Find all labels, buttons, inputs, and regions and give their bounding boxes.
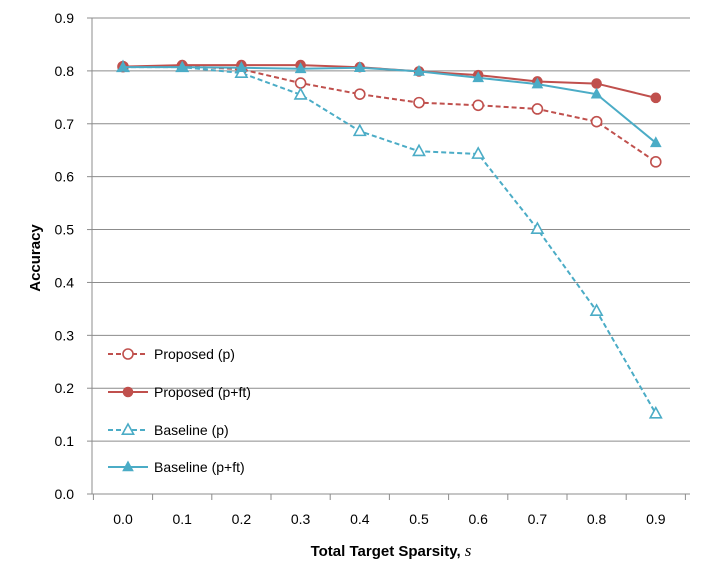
data-point bbox=[176, 60, 189, 72]
x-tick-label: 0.7 bbox=[528, 511, 548, 527]
x-tick-label: 0.5 bbox=[409, 511, 429, 527]
legend-label: Baseline (p) bbox=[154, 422, 229, 438]
data-point bbox=[531, 103, 544, 115]
series-line bbox=[123, 66, 657, 415]
x-tick-label: 0.9 bbox=[646, 511, 666, 527]
data-point bbox=[472, 99, 485, 112]
data-point bbox=[353, 88, 366, 100]
series-lines bbox=[116, 59, 663, 419]
data-point bbox=[122, 386, 134, 398]
y-tick-label: 0.7 bbox=[55, 116, 75, 132]
y-tick-label: 0.5 bbox=[55, 222, 75, 238]
y-tick-label: 0.4 bbox=[55, 274, 75, 290]
x-axis-title-text: Total Target Sparsity, bbox=[311, 543, 465, 560]
x-axis-title-symbol: s bbox=[465, 541, 472, 560]
x-tick-label: 0.3 bbox=[291, 511, 311, 527]
data-point bbox=[649, 136, 662, 148]
data-point bbox=[293, 87, 308, 100]
x-tick-label: 0.6 bbox=[468, 511, 488, 527]
data-point bbox=[589, 303, 604, 317]
data-point bbox=[650, 92, 662, 104]
axes bbox=[87, 17, 690, 500]
x-tick-label: 0.2 bbox=[232, 511, 252, 527]
y-tick-label: 0.3 bbox=[55, 327, 75, 343]
data-point bbox=[122, 460, 134, 472]
series-proposed-p bbox=[117, 60, 662, 168]
x-tick-label: 0.4 bbox=[350, 511, 370, 527]
data-point bbox=[591, 78, 602, 89]
data-point bbox=[648, 405, 663, 419]
data-point bbox=[413, 64, 425, 76]
data-point bbox=[471, 146, 486, 159]
data-point bbox=[530, 221, 545, 235]
x-axis-title: Total Target Sparsity, s bbox=[311, 541, 472, 560]
data-point bbox=[413, 96, 425, 109]
data-point bbox=[121, 422, 135, 436]
series-baseline-p bbox=[116, 59, 663, 419]
data-point bbox=[234, 65, 249, 79]
y-tick-label: 0.1 bbox=[55, 433, 75, 449]
data-point bbox=[117, 60, 129, 72]
y-tick-label: 0.6 bbox=[55, 169, 75, 185]
legend-entry: Proposed (p+ft) bbox=[108, 384, 251, 400]
y-tick-label: 0.2 bbox=[55, 380, 75, 396]
data-point bbox=[294, 77, 307, 89]
legend-label: Proposed (p+ft) bbox=[154, 384, 251, 400]
data-point bbox=[294, 62, 307, 74]
data-point bbox=[590, 87, 603, 99]
legend: Proposed (p) Proposed (p+ft) Baseline (p) B… bbox=[108, 346, 251, 475]
legend-entry: Proposed (p) bbox=[108, 346, 235, 362]
series-baseline-p-ft bbox=[117, 60, 662, 148]
data-point bbox=[531, 77, 544, 89]
y-tick-label: 0.9 bbox=[55, 10, 75, 26]
data-point bbox=[352, 123, 367, 137]
series-line bbox=[123, 66, 657, 144]
data-point bbox=[472, 71, 485, 83]
y-tick-label: 0.8 bbox=[55, 63, 75, 79]
gridlines bbox=[92, 17, 690, 442]
data-point bbox=[412, 143, 426, 157]
legend-label: Proposed (p) bbox=[154, 346, 235, 362]
y-axis-title: Accuracy bbox=[27, 224, 44, 292]
x-tick-label: 0.0 bbox=[113, 511, 133, 527]
series-line bbox=[122, 65, 657, 163]
x-tick-label: 0.1 bbox=[172, 511, 192, 527]
x-tick-label: 0.8 bbox=[587, 511, 607, 527]
data-point bbox=[590, 115, 603, 128]
data-point bbox=[353, 61, 366, 73]
data-point bbox=[235, 61, 248, 73]
tick-labels: 0.0 0.1 0.2 0.3 0.4 0.5 0.6 0.7 0.8 0.9 0.0 0.1 0.2 0… bbox=[55, 10, 666, 527]
data-point bbox=[649, 156, 662, 168]
legend-label: Baseline (p+ft) bbox=[154, 459, 245, 475]
legend-entry: Baseline (p+ft) bbox=[108, 459, 245, 475]
data-point bbox=[122, 348, 134, 360]
legend-entry: Baseline (p) bbox=[108, 422, 229, 438]
y-tick-label: 0.0 bbox=[55, 486, 75, 502]
